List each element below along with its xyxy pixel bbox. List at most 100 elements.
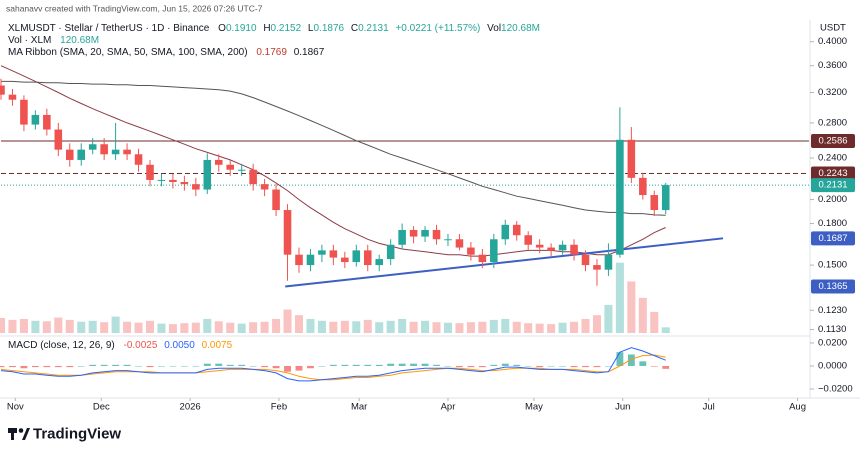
candle-body bbox=[260, 184, 269, 190]
volume-bar bbox=[650, 311, 659, 333]
macd-histogram bbox=[192, 365, 200, 367]
ohlc-label: O bbox=[218, 23, 226, 34]
x-tick-label: Mar bbox=[351, 402, 367, 413]
candle-body bbox=[467, 247, 475, 255]
candle-body bbox=[8, 94, 17, 100]
macd-histogram bbox=[547, 365, 555, 367]
price-tag bbox=[811, 231, 855, 246]
candle-body bbox=[192, 184, 200, 190]
volume-bar bbox=[249, 322, 258, 333]
candle-body bbox=[31, 114, 40, 125]
price-tag-label: 0.2131 bbox=[818, 180, 847, 191]
volume-bar bbox=[226, 322, 235, 333]
macd-value: -0.0025 bbox=[124, 340, 158, 351]
macd-histogram bbox=[54, 365, 62, 368]
y-tick-label: 0.0200 bbox=[818, 337, 847, 348]
y-tick-label: 0.0000 bbox=[818, 360, 847, 371]
candle-body bbox=[77, 149, 86, 160]
macd-histogram bbox=[318, 365, 326, 367]
ohlc-value: 0.2131 bbox=[358, 23, 389, 34]
volume-bar bbox=[237, 323, 246, 333]
volume-bar bbox=[535, 323, 544, 333]
volume-bar bbox=[100, 322, 109, 333]
change: +0.0221 (+11.57%) bbox=[395, 23, 480, 34]
volume-bar bbox=[54, 317, 63, 333]
macd-histogram bbox=[421, 363, 429, 366]
volume-value: 120.68M bbox=[60, 35, 99, 46]
candle-body bbox=[639, 177, 647, 196]
macd-histogram bbox=[559, 365, 567, 367]
candle-body bbox=[272, 189, 280, 211]
macd-histogram bbox=[215, 363, 223, 366]
macd-histogram bbox=[284, 365, 291, 372]
volume-bar bbox=[214, 321, 223, 333]
macd-histogram bbox=[604, 365, 612, 367]
volume-bar bbox=[157, 323, 166, 333]
candle-body bbox=[524, 235, 532, 245]
x-tick-label: Jul bbox=[703, 402, 715, 413]
ohlc-value: 0.1910 bbox=[226, 23, 257, 34]
volume-bar bbox=[191, 322, 200, 333]
candle-body bbox=[237, 169, 246, 171]
volume-bar bbox=[0, 318, 6, 333]
macd-histogram bbox=[627, 354, 635, 366]
price-tag bbox=[811, 279, 855, 294]
x-tick-label: Jun bbox=[615, 402, 630, 413]
macd-histogram bbox=[582, 365, 589, 368]
ma-line: MA Ribbon (SMA, 20, SMA, 50, SMA, 100, S… bbox=[8, 47, 325, 58]
x-tick-label: Apr bbox=[441, 402, 456, 413]
candle-body bbox=[581, 254, 590, 266]
candle-body bbox=[604, 254, 613, 270]
macd-line: MACD (close, 12, 26, 9) -0.0025 0.0050 0… bbox=[8, 340, 233, 351]
macd-histogram bbox=[169, 365, 177, 367]
volume-bar bbox=[272, 318, 281, 333]
volume-bar bbox=[443, 322, 452, 333]
candle-body bbox=[0, 85, 5, 95]
price-tag-label: 0.2586 bbox=[818, 136, 847, 147]
macd-histogram bbox=[341, 364, 349, 366]
volume-bar bbox=[512, 321, 521, 333]
x-tick-label: Nov bbox=[7, 402, 24, 413]
ma-value: 0.1867 bbox=[294, 47, 325, 58]
credit: sahanavv created with TradingView.com, J… bbox=[6, 3, 263, 13]
macd-line bbox=[0, 347, 666, 382]
candle-body bbox=[478, 254, 487, 263]
vol-label: Vol bbox=[487, 23, 501, 34]
macd-histogram bbox=[662, 365, 670, 369]
volume-bar bbox=[329, 321, 338, 333]
macd-histogram bbox=[478, 365, 486, 368]
volume-bar bbox=[306, 318, 315, 333]
symbol-line: XLMUSDT · Stellar / TetherUS · 1D · Bina… bbox=[8, 23, 540, 34]
macd-histogram bbox=[31, 365, 39, 368]
y-tick-label: 0.2800 bbox=[818, 117, 847, 128]
volume-bar bbox=[145, 320, 155, 333]
volume-bar bbox=[294, 315, 303, 333]
candle-body bbox=[535, 244, 544, 248]
candle-body bbox=[570, 244, 578, 255]
volume-bar bbox=[134, 322, 143, 333]
logo-mark bbox=[18, 428, 24, 433]
volume-bar bbox=[592, 315, 601, 333]
volume-bar bbox=[558, 322, 567, 333]
volume-line: Vol · XLM 120.68M bbox=[8, 35, 99, 46]
candle-body bbox=[249, 169, 257, 185]
volume-bar bbox=[501, 318, 510, 333]
ohlc-label: C bbox=[351, 23, 358, 34]
candle-body bbox=[627, 139, 636, 178]
candle-body bbox=[20, 99, 28, 125]
volume-bar bbox=[260, 321, 269, 333]
x-tick-label: May bbox=[525, 402, 543, 413]
candle-body bbox=[169, 179, 177, 183]
macd-histogram bbox=[123, 364, 131, 366]
candle-body bbox=[398, 229, 406, 245]
candle-body bbox=[363, 250, 372, 266]
volume-bar bbox=[363, 319, 372, 333]
candle-body bbox=[65, 149, 74, 160]
macd-histogram bbox=[66, 365, 74, 368]
volume-bar bbox=[478, 321, 487, 333]
candle-body bbox=[558, 244, 567, 251]
volume-bar bbox=[547, 324, 556, 333]
macd-histogram bbox=[410, 363, 418, 366]
volume-bar bbox=[375, 322, 384, 333]
